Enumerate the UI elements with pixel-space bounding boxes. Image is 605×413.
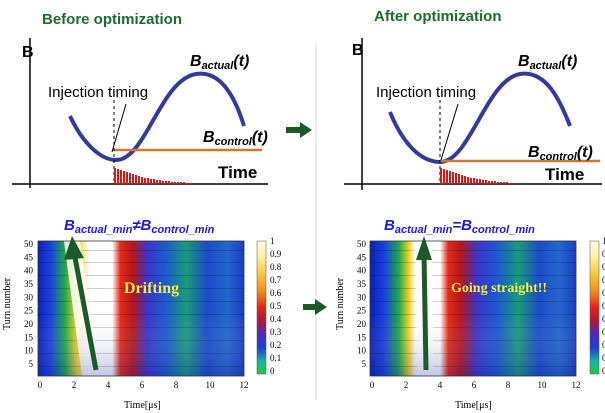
x-tick-label: 12 xyxy=(572,380,581,390)
right-heatmap-y-ticks: 50 45 40 35 30 25 20 15 10 5 xyxy=(357,239,367,369)
right-b-actual-label: Bactual(t) xyxy=(518,53,577,72)
colorbar-tick-label: 0.1 xyxy=(270,353,281,363)
right-axis-y-label: B xyxy=(352,42,364,59)
y-tick-label: 40 xyxy=(357,266,367,276)
y-tick-label: 10 xyxy=(24,346,34,356)
y-tick-label: 25 xyxy=(357,306,367,316)
colorbar-tick-label: 0 xyxy=(270,366,275,376)
left-axis-x-label: Time xyxy=(218,163,257,182)
colorbar-tick-label: 0.2 xyxy=(602,340,605,350)
right-colorbar-ticks: 1 0.9 0.8 0.7 0.6 0.5 0.4 0.3 0.2 0.1 0 xyxy=(602,236,605,376)
left-b-control-label: Bcontrol(t) xyxy=(203,129,268,148)
right-heading: After optimization xyxy=(374,8,502,25)
left-colorbar-ticks: 1 0.9 0.8 0.7 0.6 0.5 0.4 0.3 0.2 0.1 0 xyxy=(270,236,282,376)
right-heatmap-x-label: Time[μs] xyxy=(455,400,492,411)
colorbar-tick-label: 0 xyxy=(602,366,605,376)
right-heatmap-x-ticks: 0 2 4 6 8 10 12 xyxy=(370,380,581,390)
y-tick-label: 50 xyxy=(357,239,367,249)
left-heading: Before optimization xyxy=(42,11,182,28)
y-tick-label: 45 xyxy=(24,252,34,262)
x-tick-label: 2 xyxy=(404,380,409,390)
x-tick-label: 8 xyxy=(506,380,511,390)
left-b-actual-label: Bactual(t) xyxy=(190,53,249,72)
colorbar-tick-label: 1 xyxy=(270,236,275,246)
x-tick-label: 10 xyxy=(538,380,548,390)
x-tick-label: 4 xyxy=(106,380,111,390)
colorbar-tick-label: 0.8 xyxy=(270,262,282,272)
bottom-transition-arrow xyxy=(303,299,327,315)
right-map-annotation: Going straight!! xyxy=(451,281,547,296)
colorbar-tick-label: 0.9 xyxy=(270,249,282,259)
colorbar-tick-label: 0.7 xyxy=(602,275,605,285)
right-beam-pulses xyxy=(440,168,514,184)
x-tick-label: 12 xyxy=(240,380,249,390)
left-axis-y-label: B xyxy=(22,44,34,61)
left-heatmap-panel: Bactual_min≠Bcontrol_min Drifting xyxy=(37,217,267,377)
colorbar-tick-label: 0.6 xyxy=(270,288,282,298)
x-tick-label: 6 xyxy=(140,380,145,390)
y-tick-label: 20 xyxy=(357,319,367,329)
right-relation: Bactual_min=Bcontrol_min xyxy=(384,217,535,236)
colorbar-tick-label: 0.2 xyxy=(270,340,281,350)
left-injection-pointer xyxy=(111,103,127,153)
y-tick-label: 50 xyxy=(24,239,34,249)
right-heatmap-y-label: Turn number xyxy=(335,277,346,330)
right-heatmap-panel: Bactual_min=Bcontrol_min Going straight!… xyxy=(369,217,600,377)
x-tick-label: 0 xyxy=(38,380,43,390)
right-b-control-label: Bcontrol(t) xyxy=(528,144,593,163)
x-tick-label: 6 xyxy=(472,380,477,390)
left-heatmap-y-label: Turn number xyxy=(2,277,13,330)
colorbar-tick-label: 0.1 xyxy=(602,353,605,363)
y-tick-label: 5 xyxy=(362,359,367,369)
top-transition-arrow xyxy=(286,122,312,138)
left-colorbar xyxy=(256,240,267,375)
y-tick-label: 35 xyxy=(24,279,34,289)
left-drift-arrow xyxy=(71,251,99,371)
colorbar-tick-label: 0.9 xyxy=(602,249,605,259)
x-tick-label: 2 xyxy=(72,380,77,390)
colorbar-tick-label: 0.5 xyxy=(602,301,605,311)
right-injection-pointer xyxy=(440,103,459,161)
left-b-actual-curve xyxy=(68,71,246,163)
right-schematic: After optimization B Injection timing Ba… xyxy=(344,8,602,190)
left-heatmap-x-ticks: 0 2 4 6 8 10 12 xyxy=(38,380,249,390)
y-tick-label: 35 xyxy=(357,279,367,289)
y-tick-label: 45 xyxy=(357,252,367,262)
colorbar-tick-label: 0.7 xyxy=(270,275,282,285)
x-tick-label: 0 xyxy=(370,380,375,390)
left-injection-label: Injection timing xyxy=(48,84,148,101)
x-tick-label: 8 xyxy=(174,380,179,390)
x-tick-label: 10 xyxy=(206,380,216,390)
right-injection-label: Injection timing xyxy=(376,84,476,101)
right-colorbar xyxy=(589,240,600,375)
left-map-annotation: Drifting xyxy=(124,280,179,297)
colorbar-tick-label: 0.3 xyxy=(602,327,605,337)
left-heatmap-y-ticks: 50 45 40 35 30 25 20 15 10 5 xyxy=(24,239,34,369)
colorbar-tick-label: 0.5 xyxy=(270,301,282,311)
left-relation: Bactual_min≠Bcontrol_min xyxy=(64,217,215,236)
y-tick-label: 30 xyxy=(357,292,367,302)
left-heatmap-x-label: Time[μs] xyxy=(124,400,161,411)
left-beam-pulses xyxy=(114,168,191,184)
right-straight-arrow xyxy=(421,253,429,371)
x-tick-label: 4 xyxy=(438,380,443,390)
y-tick-label: 40 xyxy=(24,266,34,276)
left-schematic: Before optimization B Injection timing xyxy=(12,11,268,188)
colorbar-tick-label: 0.4 xyxy=(270,314,282,324)
right-b-actual-curve xyxy=(388,71,572,165)
colorbar-tick-label: 0.6 xyxy=(602,288,605,298)
y-tick-label: 15 xyxy=(357,332,367,342)
y-tick-label: 20 xyxy=(24,319,34,329)
y-tick-label: 30 xyxy=(24,292,34,302)
colorbar-tick-label: 0.4 xyxy=(602,314,605,324)
y-tick-label: 25 xyxy=(24,306,34,316)
colorbar-tick-label: 0.3 xyxy=(270,327,282,337)
colorbar-tick-label: 1 xyxy=(602,236,605,246)
colorbar-tick-label: 0.8 xyxy=(602,262,605,272)
y-tick-label: 15 xyxy=(24,332,34,342)
y-tick-label: 5 xyxy=(29,359,34,369)
y-tick-label: 10 xyxy=(357,346,367,356)
right-axis-x-label: Time xyxy=(545,165,584,184)
